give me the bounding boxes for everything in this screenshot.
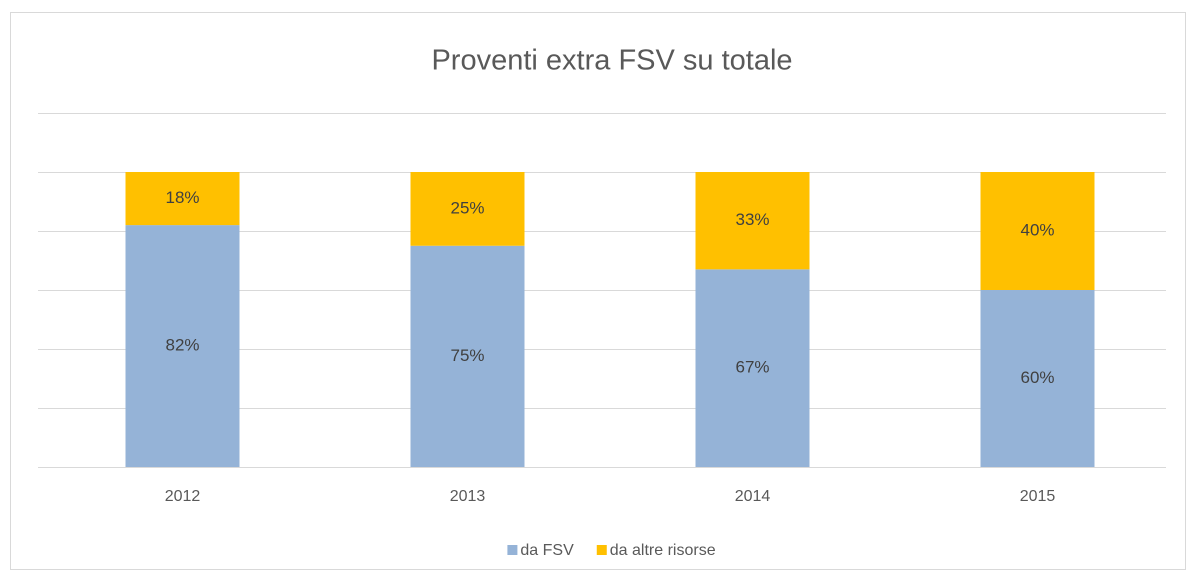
x-tick-label: 2015 xyxy=(1020,488,1056,505)
data-label: 18% xyxy=(165,188,199,207)
legend-label: da FSV xyxy=(520,542,574,559)
x-tick-label: 2013 xyxy=(450,488,486,505)
bar-segment xyxy=(980,290,1095,467)
data-label: 33% xyxy=(735,210,769,229)
legend-swatch xyxy=(507,545,518,555)
data-label: 82% xyxy=(165,336,199,355)
bar-segment xyxy=(125,225,240,467)
data-label: 40% xyxy=(1020,220,1054,239)
x-tick-label: 2014 xyxy=(735,488,771,505)
bar-segment xyxy=(410,172,525,246)
x-tick-label: 2012 xyxy=(165,488,201,505)
data-label: 60% xyxy=(1020,368,1054,387)
bar-segment xyxy=(695,269,810,467)
data-label: 75% xyxy=(450,346,484,365)
bar-segment xyxy=(695,172,810,270)
data-label: 67% xyxy=(735,358,769,377)
chart-title: Proventi extra FSV su totale xyxy=(431,45,792,77)
legend-label: da altre risorse xyxy=(610,542,716,559)
bar-segment xyxy=(410,245,525,467)
bar-segment xyxy=(125,172,240,226)
bar-segment xyxy=(980,172,1095,290)
legend-swatch xyxy=(596,545,607,555)
data-label: 25% xyxy=(450,198,484,217)
